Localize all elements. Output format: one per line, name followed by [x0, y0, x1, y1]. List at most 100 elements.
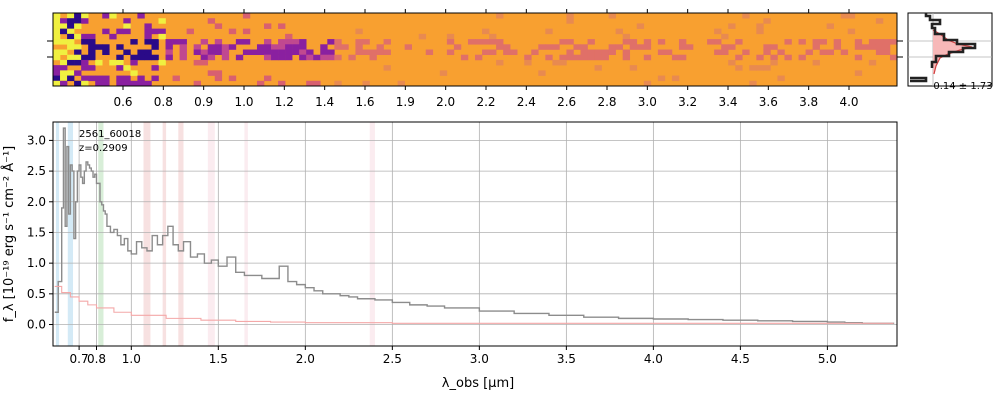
heatmap-cell	[875, 39, 884, 45]
heatmap-cell	[686, 44, 694, 50]
x-tick-label: 1.0	[122, 352, 141, 366]
grid	[53, 122, 897, 346]
heatmap-cell	[53, 18, 61, 24]
heatmap-x-tick-label: 2.8	[597, 95, 616, 109]
heatmap-cell	[798, 54, 806, 61]
heatmap-x-tick-label: 3.4	[718, 95, 737, 109]
heatmap-cell	[81, 59, 89, 66]
y-tick-label: 1.5	[27, 225, 46, 239]
profile-annotation: 0.14 ± 1.73	[933, 81, 992, 92]
heatmap-cell	[362, 39, 370, 45]
heatmap-cell	[854, 70, 863, 76]
heatmap-cell	[334, 80, 342, 87]
heatmap-cell	[256, 44, 265, 50]
heatmap-cell	[559, 54, 567, 61]
heatmap-cell	[193, 59, 201, 66]
heatmap-cell	[165, 54, 173, 61]
heatmap-cell	[594, 65, 602, 71]
heatmap-cell	[74, 13, 82, 19]
y-tick-label: 2.0	[27, 195, 46, 209]
object-id-label: 2561_60018	[79, 129, 141, 140]
heatmap-cell	[826, 49, 834, 56]
heatmap-cell	[369, 49, 377, 56]
heatmap-x-tick-label: 0.6	[113, 95, 132, 109]
heatmap-cell	[123, 65, 131, 71]
heatmap-cell	[285, 44, 293, 50]
heatmap-cell	[165, 39, 173, 45]
heatmap-cell	[777, 75, 785, 82]
heatmap-cell	[242, 13, 251, 19]
heatmap-cell	[285, 49, 293, 56]
heatmap-cell	[88, 75, 96, 82]
heatmap-cell	[81, 33, 89, 40]
heatmap-cell	[256, 80, 265, 87]
heatmap-cell	[116, 75, 124, 82]
heatmap-x-tick-label: 2.0	[436, 95, 455, 109]
heatmap-cell	[622, 33, 631, 40]
heatmap-cell	[721, 44, 729, 50]
heatmap-cell	[264, 44, 272, 50]
heatmap-cell	[137, 80, 145, 87]
heatmap-cell	[53, 80, 61, 87]
heatmap-cell	[643, 80, 652, 87]
heatmap-cell	[383, 65, 391, 71]
heatmap-cell	[116, 54, 124, 61]
heatmap-cell	[299, 39, 307, 45]
heatmap-cell	[707, 39, 715, 45]
heatmap-cell	[151, 75, 159, 82]
heatmap-cell	[566, 39, 574, 45]
heatmap-cell	[566, 54, 574, 61]
heatmap-cell	[608, 44, 616, 50]
heatmap-cell	[88, 49, 96, 56]
heatmap-x-tick-label: 2.4	[517, 95, 536, 109]
heatmap-cell	[81, 80, 89, 87]
heatmap-x-tick-label: 3.6	[759, 95, 778, 109]
heatmap-cell	[636, 44, 645, 50]
heatmap-cell	[123, 80, 131, 87]
heatmap-cell	[545, 44, 553, 50]
heatmap-cell	[137, 75, 145, 82]
heatmap-cell	[496, 44, 504, 50]
heatmap-cell	[74, 54, 82, 61]
heatmap-cell	[334, 39, 342, 45]
heatmap-cell	[657, 49, 666, 56]
heatmap-cell	[172, 39, 180, 45]
model-line	[54, 285, 894, 324]
heatmap-cell	[355, 49, 363, 56]
heatmap-cell	[496, 39, 504, 45]
heatmap-cell	[151, 28, 159, 35]
heatmap-cell	[74, 70, 82, 76]
series-group	[54, 127, 895, 324]
heatmap-cell	[840, 13, 849, 19]
heatmap-cell	[355, 28, 363, 35]
heatmap-cell	[95, 59, 103, 66]
heatmap-cell	[348, 54, 356, 61]
heatmap-cell	[622, 54, 631, 61]
heatmap-cell	[60, 65, 68, 71]
heatmap-x-tick-label: 1.2	[275, 95, 294, 109]
heatmap-x-tick-label: 1.9	[396, 95, 415, 109]
line-band	[98, 122, 104, 346]
heatmap-cell	[53, 65, 61, 71]
heatmap-cell	[496, 13, 504, 19]
heatmap-cell	[397, 80, 405, 87]
heatmap-cell	[847, 13, 856, 19]
heatmap-cell	[833, 44, 842, 50]
heatmap-cell	[200, 49, 209, 56]
heatmap-cell	[144, 39, 152, 45]
heatmap-cell	[770, 44, 778, 50]
heatmap-cell	[601, 54, 609, 61]
heatmap-cell	[657, 39, 666, 45]
heatmap-x-axis: 0.6 0.8 0.9 1.0 1.2 1.4 1.6 1.9 2.0 2.2 2.4 2.6 2.8 3…	[113, 9, 859, 109]
heatmap-cell	[81, 65, 89, 71]
heatmap-cell	[369, 54, 377, 61]
heatmap-cell	[503, 49, 511, 56]
heatmap-cell	[130, 59, 138, 66]
heatmap-cell	[861, 44, 870, 50]
heatmap-cell	[608, 13, 616, 19]
y-axis: 0.0 0.5 1.0 1.5 2.0 2.5 3.0	[27, 133, 53, 332]
heatmap-cell	[67, 54, 75, 61]
y-tick-label: 0.0	[27, 318, 46, 332]
heatmap-cell	[376, 44, 384, 50]
heatmap-cell	[573, 44, 581, 50]
